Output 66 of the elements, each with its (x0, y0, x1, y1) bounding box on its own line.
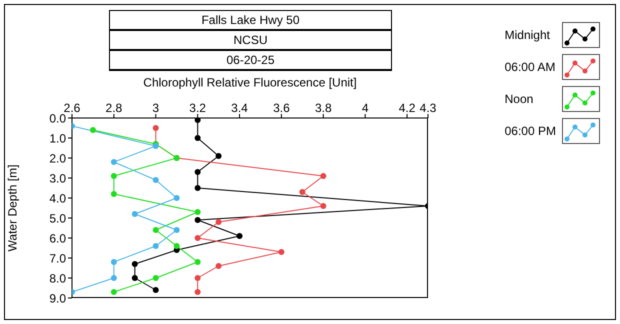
point (194, 169, 201, 175)
point (194, 185, 201, 191)
y-tick-label: 0.0 (49, 111, 66, 126)
x-tick-label: 3.4 (231, 101, 248, 115)
y-tick-label: 1.0 (49, 131, 66, 146)
point (194, 289, 201, 295)
point (132, 211, 138, 217)
y-tick-label: 9.0 (49, 291, 66, 306)
point (132, 275, 138, 281)
point (152, 243, 159, 249)
legend-label: 06:00 PM (504, 124, 556, 138)
y-tick-label: 6.0 (49, 231, 66, 246)
point (194, 235, 201, 241)
y-tick-label: 3.0 (49, 171, 66, 186)
point (236, 233, 243, 239)
point (110, 191, 117, 197)
x-tick-label: 3.6 (273, 101, 290, 115)
legend-label: Midnight (504, 28, 551, 42)
y-tick-label: 2.0 (49, 151, 66, 166)
point (174, 195, 180, 201)
point (110, 289, 117, 295)
point (299, 189, 306, 195)
point (194, 209, 201, 215)
point (278, 249, 284, 255)
point (110, 173, 117, 179)
x-tick-label: 4.3 (420, 101, 437, 115)
legend-label: 06:00 AM (504, 60, 556, 74)
text: 06-20-25 (110, 51, 391, 71)
chart-subtitle: NCSU (110, 31, 391, 51)
point (110, 159, 117, 165)
point (174, 243, 180, 249)
point (152, 287, 159, 293)
point (320, 173, 326, 179)
y-tick-label: 7.0 (49, 251, 66, 266)
y-axis-title: Water Depth [m] (5, 164, 20, 252)
y-tick-label: 8.0 (49, 271, 66, 286)
point (194, 118, 201, 123)
x-axis-title: Chlorophyll Relative Fluorescence [Unit] (143, 76, 357, 90)
point (90, 127, 96, 133)
point (132, 261, 138, 267)
point (152, 125, 159, 131)
x-tick-label: 3.2 (189, 101, 206, 115)
point (152, 227, 159, 233)
point (152, 275, 159, 281)
x-tick-label: 2.6 (64, 101, 81, 115)
point (194, 217, 201, 223)
point (174, 227, 180, 233)
point (194, 275, 201, 281)
point (216, 153, 222, 159)
point (110, 259, 117, 265)
text: Noon (504, 92, 534, 106)
point (320, 203, 326, 209)
x-tick-label: 4 (362, 101, 369, 115)
x-tick-label: 2.8 (106, 101, 123, 115)
point (110, 275, 117, 281)
x-tick-label: 3 (152, 101, 160, 115)
point (216, 263, 222, 269)
chart-title: Falls Lake Hwy 50 (110, 11, 391, 31)
x-tick-label: 3.8 (314, 101, 332, 115)
y-tick-label: 4.0 (49, 191, 66, 206)
point (152, 177, 159, 183)
point (194, 259, 201, 265)
point (194, 135, 201, 141)
point (216, 219, 222, 225)
y-tick-label: 5.0 (49, 211, 66, 226)
x-tick-label: 4.2 (398, 101, 416, 115)
